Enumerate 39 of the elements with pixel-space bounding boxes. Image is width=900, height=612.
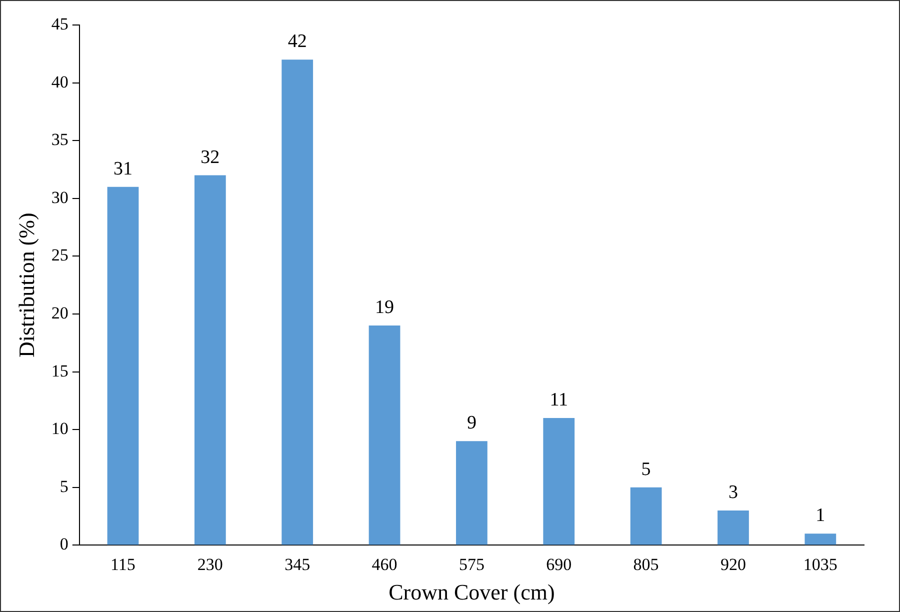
x-tick-label: 690 <box>546 554 572 574</box>
y-tick-label: 25 <box>51 246 68 265</box>
data-label: 42 <box>288 31 307 52</box>
data-label: 11 <box>550 390 568 411</box>
y-tick-label: 30 <box>51 188 68 207</box>
x-tick-label: 1035 <box>803 554 838 574</box>
data-label: 3 <box>728 482 738 504</box>
bar <box>718 510 749 545</box>
data-label: 19 <box>375 297 394 318</box>
y-tick-label: 10 <box>51 419 68 438</box>
y-tick-label: 15 <box>51 361 68 380</box>
y-tick-label: 45 <box>51 14 68 34</box>
y-tick-label: 5 <box>60 476 68 496</box>
y-tick-label: 20 <box>51 303 68 322</box>
bar <box>107 186 139 545</box>
bar <box>368 326 400 545</box>
x-tick-label: 345 <box>284 554 310 574</box>
data-label: 1 <box>816 505 826 526</box>
data-label: 31 <box>113 158 132 180</box>
x-tick-label: 920 <box>720 554 746 574</box>
x-axis-title: Crown Cover (cm) <box>388 580 555 605</box>
bar <box>543 418 575 545</box>
x-tick-label: 575 <box>458 554 484 574</box>
x-tick-label: 805 <box>633 554 659 574</box>
bar <box>194 175 226 545</box>
bar <box>804 534 836 545</box>
data-label: 9 <box>466 412 476 434</box>
data-label: 32 <box>200 146 220 168</box>
y-tick-label: 35 <box>51 130 68 150</box>
bar <box>630 487 662 545</box>
y-tick-label: 40 <box>51 72 68 92</box>
data-label: 5 <box>641 458 651 480</box>
bar <box>456 441 488 545</box>
y-tick-label: 0 <box>60 534 68 554</box>
x-tick-label: 460 <box>372 554 398 574</box>
x-tick-label: 115 <box>110 554 136 574</box>
x-tick-label: 230 <box>197 554 223 574</box>
bar <box>282 60 314 545</box>
y-axis-title: Distribution (%) <box>14 212 39 358</box>
